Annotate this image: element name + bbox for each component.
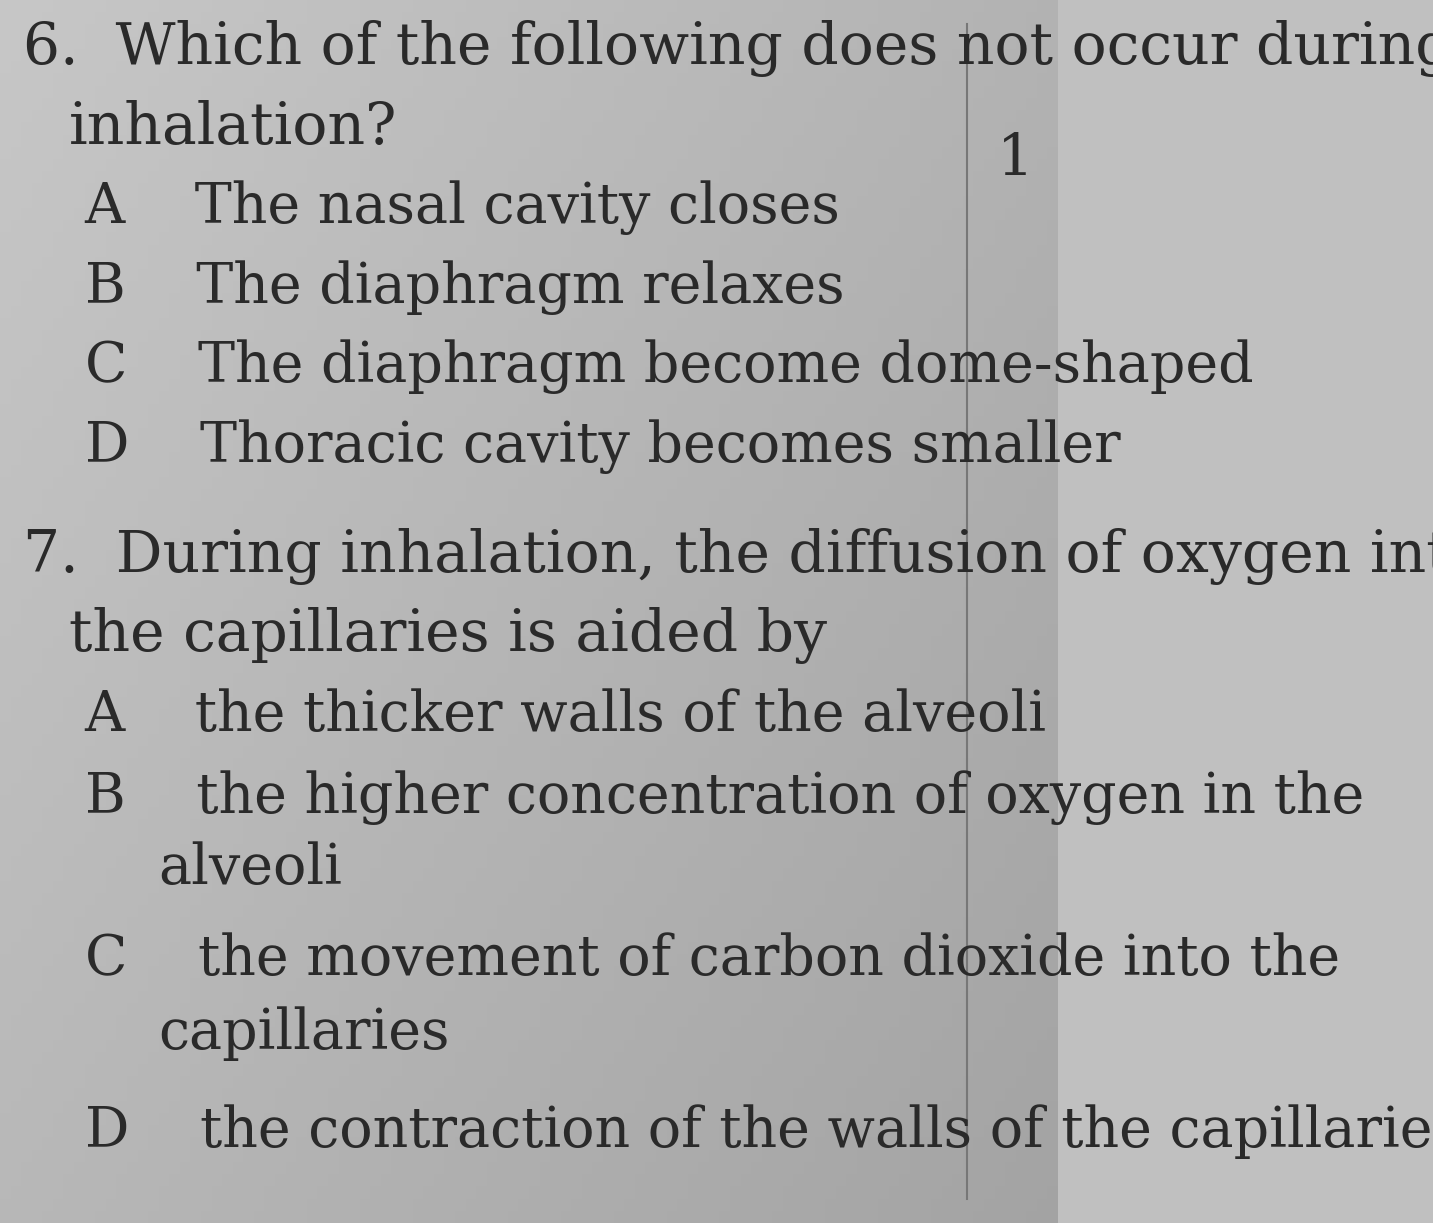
Text: 6.  Which of the following does not occur during: 6. Which of the following does not occur… (23, 21, 1433, 77)
Text: B    The diaphragm relaxes: B The diaphragm relaxes (85, 260, 844, 314)
Text: B    the higher concentration of oxygen in the: B the higher concentration of oxygen in … (85, 770, 1364, 824)
Text: the capillaries is aided by: the capillaries is aided by (69, 608, 827, 664)
Text: 1: 1 (996, 131, 1033, 187)
Text: capillaries: capillaries (159, 1007, 450, 1060)
Text: D    Thoracic cavity becomes smaller: D Thoracic cavity becomes smaller (85, 419, 1121, 473)
Text: 7.  During inhalation, the diffusion of oxygen into: 7. During inhalation, the diffusion of o… (23, 528, 1433, 585)
Text: inhalation?: inhalation? (69, 100, 397, 157)
Text: A    the thicker walls of the alveoli: A the thicker walls of the alveoli (85, 689, 1046, 742)
Text: C    The diaphragm become dome-shaped: C The diaphragm become dome-shaped (85, 340, 1254, 394)
Text: A    The nasal cavity closes: A The nasal cavity closes (85, 181, 841, 235)
Text: C    the movement of carbon dioxide into the: C the movement of carbon dioxide into th… (85, 933, 1340, 987)
Text: alveoli: alveoli (159, 841, 342, 895)
Text: D    the contraction of the walls of the capillaries: D the contraction of the walls of the ca… (85, 1104, 1433, 1158)
